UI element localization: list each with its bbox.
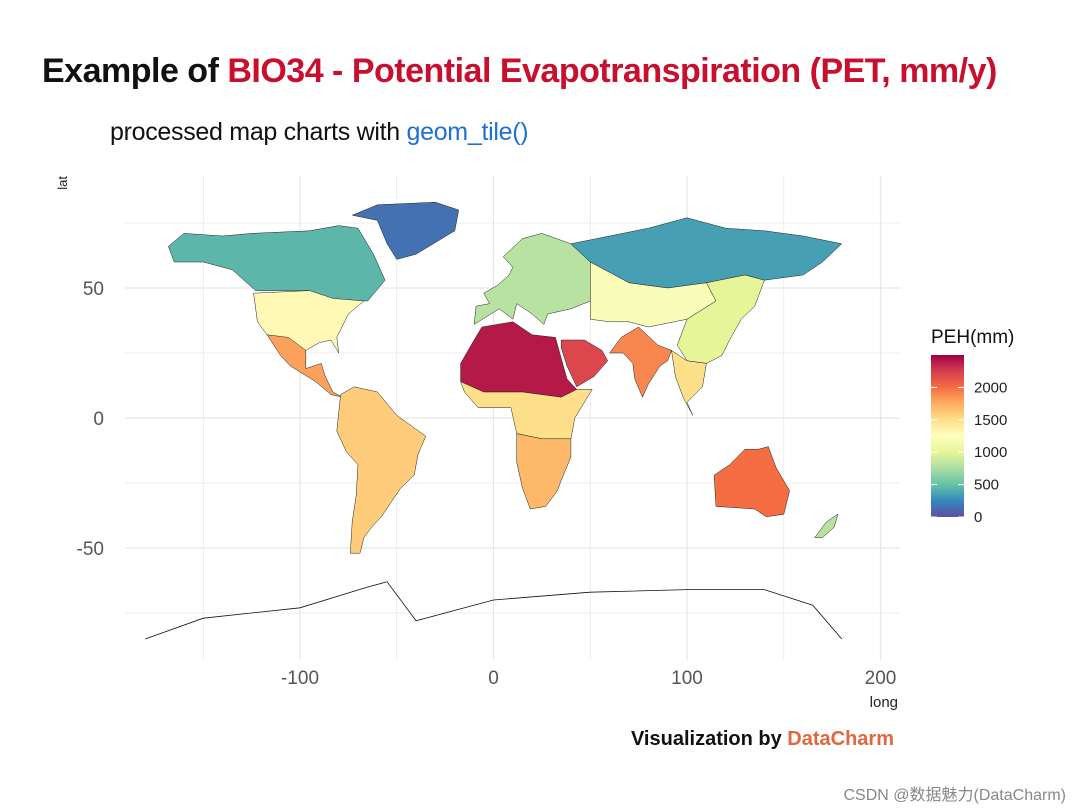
region-australia <box>713 446 790 518</box>
x-axis-label: long <box>870 694 898 711</box>
caption-brand: DataCharm <box>787 728 894 750</box>
chart-subtitle: processed map charts with geom_tile() <box>110 118 529 147</box>
caption: Visualization by DataCharm <box>631 728 894 751</box>
region-southeast-asia <box>671 349 707 416</box>
region-india <box>609 326 672 398</box>
title-prefix: Example of <box>42 52 228 90</box>
subtitle-prefix: processed map charts with <box>110 118 407 146</box>
region-new-zealand <box>814 513 839 538</box>
y-tick-label: 0 <box>93 409 104 430</box>
legend-tick-label: 500 <box>974 477 999 494</box>
color-legend: PEH(mm) 0 500 1000 1500 2000 <box>931 327 1014 526</box>
region-sahara-sahel <box>460 321 578 398</box>
legend-title: PEH(mm) <box>931 327 1014 348</box>
region-antarctica <box>145 581 843 640</box>
y-tick-label: -50 <box>77 539 104 560</box>
legend-tick-label: 1500 <box>974 412 1007 429</box>
region-europe <box>473 233 591 325</box>
region-mexico-central-america <box>266 334 343 398</box>
x-tick-label: 100 <box>671 668 703 689</box>
caption-prefix: Visualization by <box>630 728 788 750</box>
y-tick-label: 50 <box>83 279 104 300</box>
region-south-america <box>336 386 427 554</box>
region-southern-africa <box>516 433 572 510</box>
axes: -100 0 100 200 50 0 -50 long lat <box>55 176 898 711</box>
chart-title: Example of BIO34 - Potential Evapotransp… <box>42 52 997 91</box>
region-canada-alaska <box>168 225 386 302</box>
region-central-africa <box>460 381 593 440</box>
x-tick-label: 200 <box>865 668 897 689</box>
watermark: CSDN @数据魅力(DataCharm) <box>843 787 1067 804</box>
legend-tick-label: 2000 <box>974 379 1007 396</box>
legend-tick-label: 0 <box>974 509 982 526</box>
x-tick-label: 0 <box>488 668 499 689</box>
region-greenland <box>351 201 459 260</box>
title-highlight: BIO34 - Potential Evapotranspiration (PE… <box>227 52 997 90</box>
legend-tick-label: 1000 <box>974 444 1007 461</box>
subtitle-code: geom_tile() <box>406 118 529 146</box>
x-tick-label: -100 <box>281 668 319 689</box>
legend-colorbar <box>931 355 964 517</box>
region-united-states <box>253 290 365 354</box>
land-regions <box>145 201 843 640</box>
region-arabia <box>560 339 609 388</box>
y-axis-label: lat <box>55 176 70 190</box>
